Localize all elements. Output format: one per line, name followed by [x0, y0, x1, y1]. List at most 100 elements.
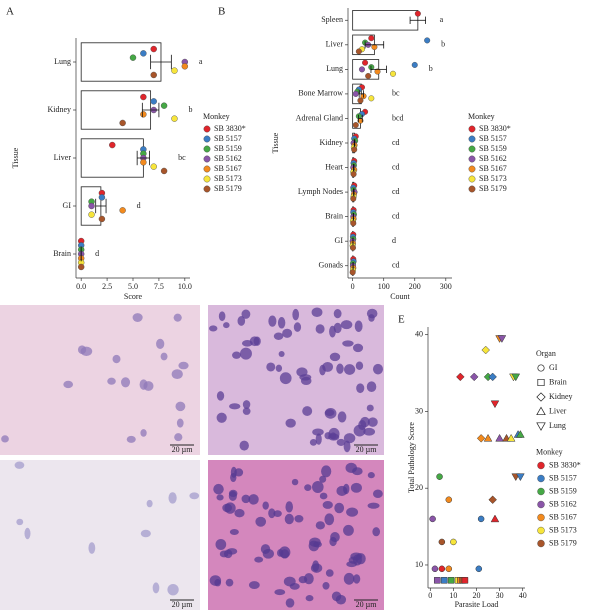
nucleus: [367, 502, 380, 509]
nucleus: [63, 380, 74, 389]
nucleus: [366, 381, 377, 393]
nucleus: [248, 494, 259, 505]
nucleus: [336, 438, 346, 446]
nucleus: [262, 501, 269, 510]
nucleus: [278, 351, 285, 358]
nucleus: [274, 589, 286, 596]
y-tick-label: GI: [335, 236, 344, 245]
data-point: [140, 111, 147, 118]
legend-label: SB 5162: [479, 154, 507, 163]
nucleus: [121, 377, 131, 388]
legend-label: SB 5179: [479, 184, 507, 193]
nucleus: [368, 314, 375, 322]
data-point: [358, 66, 365, 73]
data-point: [350, 171, 357, 178]
significance-letter: d: [137, 201, 141, 210]
nucleus: [140, 429, 147, 437]
data-point: [447, 577, 455, 584]
data-point: [349, 244, 356, 251]
nucleus: [331, 591, 342, 602]
data-point: [349, 269, 356, 276]
data-point: [483, 433, 493, 442]
nucleus: [268, 315, 277, 327]
nucleus: [152, 582, 160, 594]
data-point: [506, 433, 516, 442]
nucleus: [254, 556, 264, 563]
x-tick-label: 0: [351, 282, 355, 291]
x-tick-label: 0.0: [76, 282, 86, 291]
nucleus: [311, 307, 323, 318]
x-axis-label: Parasite Load: [455, 600, 499, 609]
nucleus: [173, 313, 182, 322]
nucleus: [132, 313, 143, 322]
nucleus: [329, 352, 341, 362]
legend-label: SB 5162: [549, 499, 577, 508]
y-tick-label: 40: [415, 330, 423, 339]
data-point: [438, 565, 446, 572]
legend-swatch: [468, 155, 476, 163]
x-tick-label: 300: [440, 282, 452, 291]
legend-swatch: [537, 500, 545, 509]
nucleus: [219, 550, 229, 558]
legend-label: Lung: [549, 421, 566, 430]
nucleus: [88, 542, 96, 554]
significance-letter: b: [188, 105, 192, 114]
data-point: [414, 10, 421, 17]
legend-swatch: [203, 175, 211, 183]
micrograph: 20 µm: [208, 305, 384, 455]
y-tick-label: Lung: [54, 57, 71, 66]
nucleus: [309, 439, 318, 446]
nucleus: [291, 478, 299, 486]
nucleus: [293, 322, 302, 332]
data-point: [88, 202, 95, 210]
nucleus: [218, 311, 226, 322]
y-tick-label: Bone Marrow: [298, 89, 343, 98]
nucleus: [222, 503, 232, 513]
nucleus: [355, 553, 366, 565]
y-axis-label: Tissue: [11, 147, 20, 168]
nucleus: [282, 328, 293, 338]
data-point: [350, 195, 357, 202]
legend-swatch: [536, 406, 546, 416]
nucleus: [346, 507, 359, 517]
data-point: [368, 95, 375, 102]
data-point: [411, 61, 418, 68]
nucleus: [334, 502, 345, 514]
nucleus: [16, 518, 24, 526]
data-point: [368, 35, 375, 42]
legend-label: SB 5159: [479, 144, 507, 153]
data-point: [477, 515, 485, 523]
data-point: [98, 194, 106, 201]
data-point: [150, 163, 157, 170]
nucleus: [275, 364, 283, 372]
x-tick-label: 0: [428, 591, 432, 600]
nucleus: [285, 418, 296, 428]
y-axis-label: Total Pathology Score: [407, 422, 416, 493]
x-tick-label: 10: [449, 591, 457, 600]
nucleus: [24, 527, 31, 540]
legend-label: SB 5167: [214, 164, 242, 173]
data-point: [150, 98, 157, 105]
data-point: [516, 430, 525, 438]
panel-label: E: [398, 314, 405, 326]
y-tick-label: Brain: [325, 211, 343, 220]
legend-swatch: [468, 165, 476, 173]
y-tick-label: Lymph Nodes: [298, 187, 343, 196]
data-point: [140, 50, 147, 57]
nucleus: [255, 516, 267, 527]
nucleus: [215, 538, 227, 550]
nucleus: [176, 418, 184, 428]
significance-letter: cd: [392, 187, 400, 196]
nucleus: [234, 468, 244, 477]
significance-letter: bcd: [392, 113, 404, 122]
data-point: [109, 141, 116, 149]
x-tick-label: 40: [519, 591, 527, 600]
nucleus: [241, 494, 251, 504]
significance-letter: a: [440, 15, 444, 24]
nucleus: [249, 336, 260, 347]
data-point: [495, 433, 504, 442]
nucleus: [324, 513, 335, 526]
panel-label: A: [6, 6, 14, 18]
data-point: [445, 565, 453, 572]
legend-swatch: [203, 165, 211, 173]
